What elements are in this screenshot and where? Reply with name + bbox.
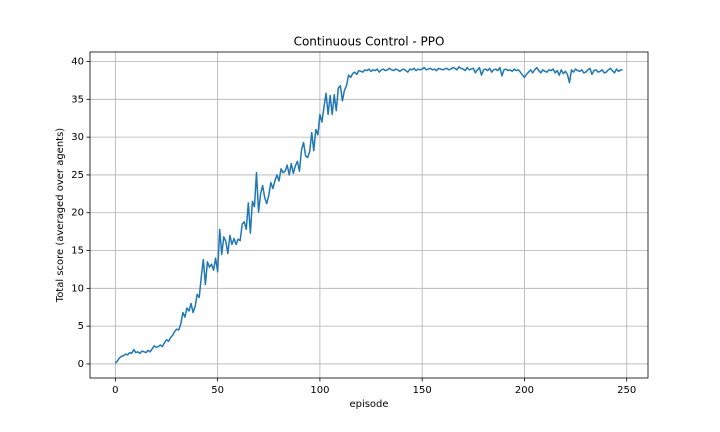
chart-title: Continuous Control - PPO: [294, 35, 445, 49]
y-tick-label: 0: [78, 359, 84, 370]
y-tick-label: 40: [71, 57, 84, 68]
x-tick-label: 100: [310, 385, 329, 396]
x-tick-label: 250: [617, 385, 636, 396]
x-tick-label: 150: [413, 385, 432, 396]
y-tick-label: 30: [71, 132, 84, 143]
y-tick-label: 20: [71, 208, 84, 219]
x-axis-label: episode: [349, 399, 388, 410]
axes-frame: [89, 51, 649, 379]
y-tick-label: 15: [71, 246, 84, 257]
y-tick-label: 35: [71, 94, 84, 105]
y-tick-label: 5: [78, 321, 84, 332]
y-tick-label: 25: [71, 170, 84, 181]
x-tick-label: 0: [112, 385, 118, 396]
y-axis-label: Total score (averaged over agents): [55, 128, 66, 304]
x-tick-label: 50: [211, 385, 224, 396]
data-line: [114, 66, 623, 364]
x-tick-label: 200: [515, 385, 534, 396]
y-tick-label: 10: [71, 283, 84, 294]
